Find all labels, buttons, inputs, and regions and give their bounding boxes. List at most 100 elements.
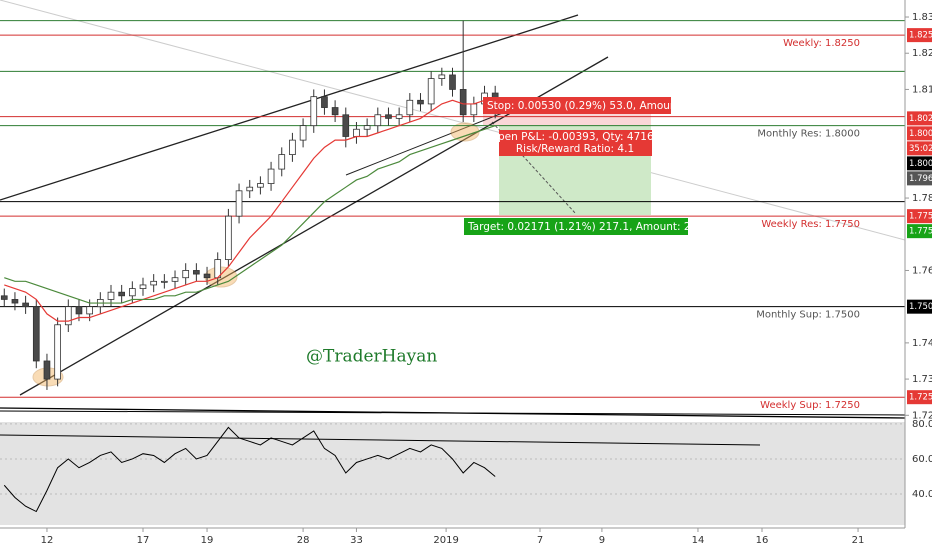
- candle-body: [278, 154, 286, 170]
- candle-body: [118, 291, 125, 297]
- price-label: 1.75000: [909, 302, 932, 312]
- y-tick-label: 1.72000: [912, 410, 932, 421]
- trend-line: [0, 410, 906, 416]
- candle-body: [385, 114, 392, 119]
- y-tick-label: 60.0000: [912, 454, 932, 465]
- watermark: @TraderHayan: [306, 347, 437, 367]
- trend-line: [345, 111, 506, 176]
- candle-body: [182, 270, 190, 279]
- candle-body: [438, 74, 446, 79]
- candle-body: [43, 360, 51, 380]
- candle-body: [11, 299, 19, 304]
- candle-body: [193, 270, 200, 275]
- level-label: Weekly Res: 1.7750: [761, 219, 860, 230]
- candle-body: [374, 114, 382, 127]
- candle-body: [321, 96, 328, 108]
- candle-body: [310, 96, 318, 127]
- price-label-box: [907, 299, 932, 314]
- level-label: Monthly Res: 1.8000: [757, 129, 860, 140]
- moving-average: [4, 99, 496, 322]
- target-label-box: [464, 218, 688, 235]
- y-tick-label: 80.0000: [912, 419, 932, 430]
- candle-body: [299, 125, 307, 141]
- moving-average: [4, 125, 496, 304]
- candle-body: [75, 306, 83, 315]
- target-label: Target: 0.02171 (1.21%) 217.1, Amount: 2…: [467, 221, 728, 233]
- candle-body: [427, 78, 435, 105]
- y-tick-label: 1.74000: [912, 338, 932, 349]
- price-label: 1.77500: [909, 212, 932, 222]
- price-label-box: [907, 156, 932, 171]
- candle-body: [54, 324, 61, 380]
- y-tick-label: 1.78000: [912, 193, 932, 204]
- rsi-line: [3, 426, 496, 513]
- candle-body: [257, 183, 264, 188]
- price-label-box: [907, 171, 932, 186]
- y-tick-label: 1.81000: [912, 84, 932, 95]
- price-label: 1.77500: [909, 227, 932, 237]
- candle-body: [203, 273, 211, 279]
- x-tick-label: 16: [756, 535, 769, 546]
- x-tick-label: 9: [599, 535, 605, 546]
- y-tick-label: 1.83000: [912, 12, 932, 23]
- price-label: 1.80064: [909, 129, 932, 139]
- candle-body: [289, 139, 296, 156]
- candle-body: [225, 215, 232, 261]
- candle-body: [161, 280, 168, 283]
- candle-body: [22, 302, 29, 308]
- y-tick-label: 1.82000: [912, 48, 932, 59]
- price-label-box: [907, 126, 932, 141]
- trend-line: [0, 0, 906, 241]
- stop-label-box: [483, 97, 671, 114]
- price-label: 35:02: [909, 144, 932, 154]
- level-label: Monthly Sup: 1.7500: [756, 310, 860, 321]
- price-label-box: [907, 390, 932, 405]
- price-label: 1.80201: [909, 114, 932, 124]
- stop-label: Stop: 0.00530 (0.29%) 53.0, Amount: 750: [487, 100, 708, 112]
- candle-body: [246, 186, 254, 192]
- price-label-box: [907, 111, 932, 126]
- price-label: 1.79671: [909, 174, 932, 184]
- candle-body: [150, 280, 158, 286]
- price-label-box: [907, 224, 932, 239]
- price-label: 1.82500: [909, 31, 932, 41]
- candle-body: [64, 306, 72, 326]
- pnl-label: Open P&L: -0.00393, Qty: 47169: [490, 131, 661, 143]
- candle-body: [449, 74, 456, 90]
- x-tick-label: 7: [537, 535, 543, 546]
- price-label-box: [907, 28, 932, 43]
- candle-body: [470, 103, 478, 116]
- candle-body: [86, 306, 93, 315]
- y-tick-label: 1.76000: [912, 265, 932, 276]
- price-label: 1.80000: [909, 159, 932, 169]
- rr-label: Risk/Reward Ratio: 4.1: [516, 143, 634, 155]
- candle-body: [363, 125, 371, 130]
- x-tick-label: 12: [41, 535, 54, 546]
- x-tick-label: 17: [137, 535, 150, 546]
- candle-body: [235, 190, 243, 217]
- x-tick-label: 28: [297, 535, 310, 546]
- candle-body: [171, 277, 179, 282]
- candle-body: [107, 291, 115, 300]
- candle-body: [459, 89, 467, 116]
- y-tick-label: 40.0000: [912, 489, 932, 500]
- level-label: Weekly Sup: 1.7250: [760, 400, 860, 411]
- candle-body: [267, 168, 275, 184]
- x-tick-label: 33: [350, 535, 363, 546]
- candle-body: [342, 114, 350, 137]
- rsi-panel: [0, 422, 905, 525]
- rsi-trend-line: [0, 434, 761, 446]
- candle-body: [395, 114, 403, 119]
- candle-body: [129, 288, 136, 297]
- price-label: 1.72500: [909, 393, 932, 403]
- y-tick-label: 1.73000: [912, 374, 932, 385]
- x-tick-label: 14: [692, 535, 705, 546]
- x-tick-label: 21: [852, 535, 865, 546]
- candle-body: [32, 306, 40, 362]
- pnl-label-box: [499, 130, 652, 156]
- candle-body: [353, 128, 360, 137]
- x-tick-label: 19: [201, 535, 214, 546]
- level-label: Weekly: 1.8250: [783, 38, 860, 49]
- marks: [0, 20, 905, 513]
